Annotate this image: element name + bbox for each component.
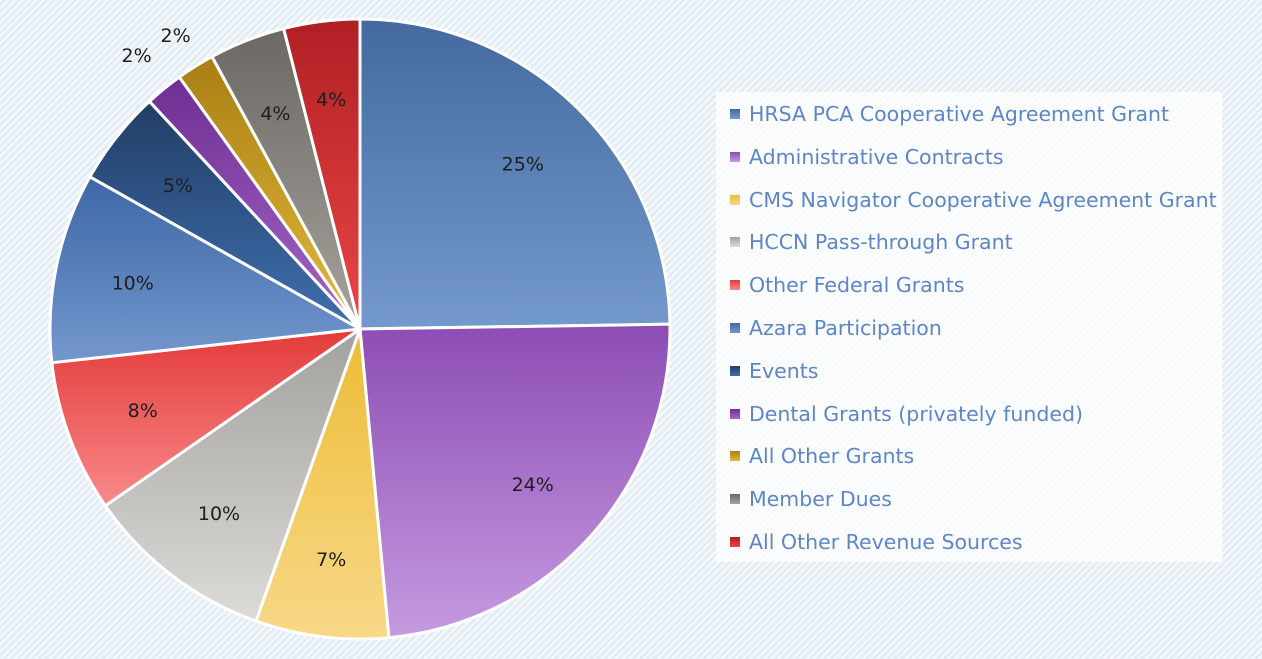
pie-slice-label: 2% bbox=[161, 25, 191, 47]
legend-swatch bbox=[730, 451, 740, 462]
pie-slice-label: 4% bbox=[260, 103, 290, 125]
pie-slice-label: 7% bbox=[316, 549, 346, 571]
legend-swatch bbox=[730, 151, 740, 162]
pie-slice bbox=[50, 327, 362, 508]
pie-slice-label: 8% bbox=[128, 400, 158, 422]
legend-label: CMS Navigator Cooperative Agreement Gran… bbox=[749, 187, 1217, 212]
pie-slice bbox=[48, 175, 362, 365]
pie-slice-label: 10% bbox=[198, 503, 240, 525]
legend-item: Other Federal Grants bbox=[730, 270, 964, 300]
legend-item: All Other Revenue Sources bbox=[730, 527, 1023, 557]
pie-slice-labels: 25% 24% 7% 10% 8% 10% 5% 2% 2% 4% 4% bbox=[112, 25, 554, 571]
legend-item: HRSA PCA Cooperative Agreement Grant bbox=[730, 99, 1169, 129]
legend-label: Other Federal Grants bbox=[749, 273, 965, 298]
legend-swatch bbox=[730, 237, 740, 248]
legend-swatch bbox=[730, 109, 740, 119]
legend-swatch bbox=[730, 494, 740, 505]
chart-legend: HRSA PCA Cooperative Agreement Grant Admi… bbox=[716, 92, 1222, 562]
pie-slice bbox=[282, 17, 362, 331]
pie-slice-label: 5% bbox=[163, 175, 193, 197]
legend-label: Dental Grants (privately funded) bbox=[749, 401, 1083, 426]
legend-swatch bbox=[730, 365, 740, 376]
legend-label: Member Dues bbox=[749, 487, 892, 512]
legend-item: Dental Grants (privately funded) bbox=[730, 399, 1083, 429]
pie-slice-label: 25% bbox=[502, 154, 544, 176]
pie-slice bbox=[103, 327, 362, 623]
legend-item: Member Dues bbox=[730, 484, 892, 514]
legend-swatch bbox=[730, 280, 740, 291]
legend-label: HCCN Pass-through Grant bbox=[749, 230, 1013, 255]
pie-slice-label: 24% bbox=[512, 474, 554, 496]
pie-slice-label: 2% bbox=[122, 45, 152, 67]
pie-slice bbox=[254, 327, 391, 641]
legend-item: CMS Navigator Cooperative Agreement Gran… bbox=[730, 185, 1217, 215]
pie-slice-label: 4% bbox=[316, 89, 346, 111]
revenue-pie-chart: 25% 24% 7% 10% 8% 10% 5% 2% 2% 4% 4% bbox=[48, 17, 672, 641]
legend-label: All Other Grants bbox=[749, 444, 915, 469]
legend-item: Azara Participation bbox=[730, 313, 942, 343]
legend-label: Azara Participation bbox=[749, 316, 942, 340]
pie-slice-label: 10% bbox=[112, 272, 154, 294]
legend-item: Administrative Contracts bbox=[730, 142, 1004, 172]
pie-slice bbox=[358, 322, 672, 640]
legend-swatch bbox=[730, 408, 740, 419]
legend-label: Events bbox=[749, 358, 819, 383]
legend-swatch bbox=[730, 537, 740, 547]
pie-slice bbox=[358, 17, 672, 331]
legend-label: All Other Revenue Sources bbox=[749, 530, 1023, 554]
legend-label: HRSA PCA Cooperative Agreement Grant bbox=[749, 102, 1170, 126]
legend-item: All Other Grants bbox=[730, 441, 914, 471]
pie-slices bbox=[48, 17, 672, 641]
legend-label: Administrative Contracts bbox=[749, 144, 1004, 169]
legend-swatch bbox=[730, 194, 740, 205]
legend-item: HCCN Pass-through Grant bbox=[730, 227, 1013, 257]
legend-item: Events bbox=[730, 356, 818, 386]
legend-swatch bbox=[730, 323, 740, 333]
